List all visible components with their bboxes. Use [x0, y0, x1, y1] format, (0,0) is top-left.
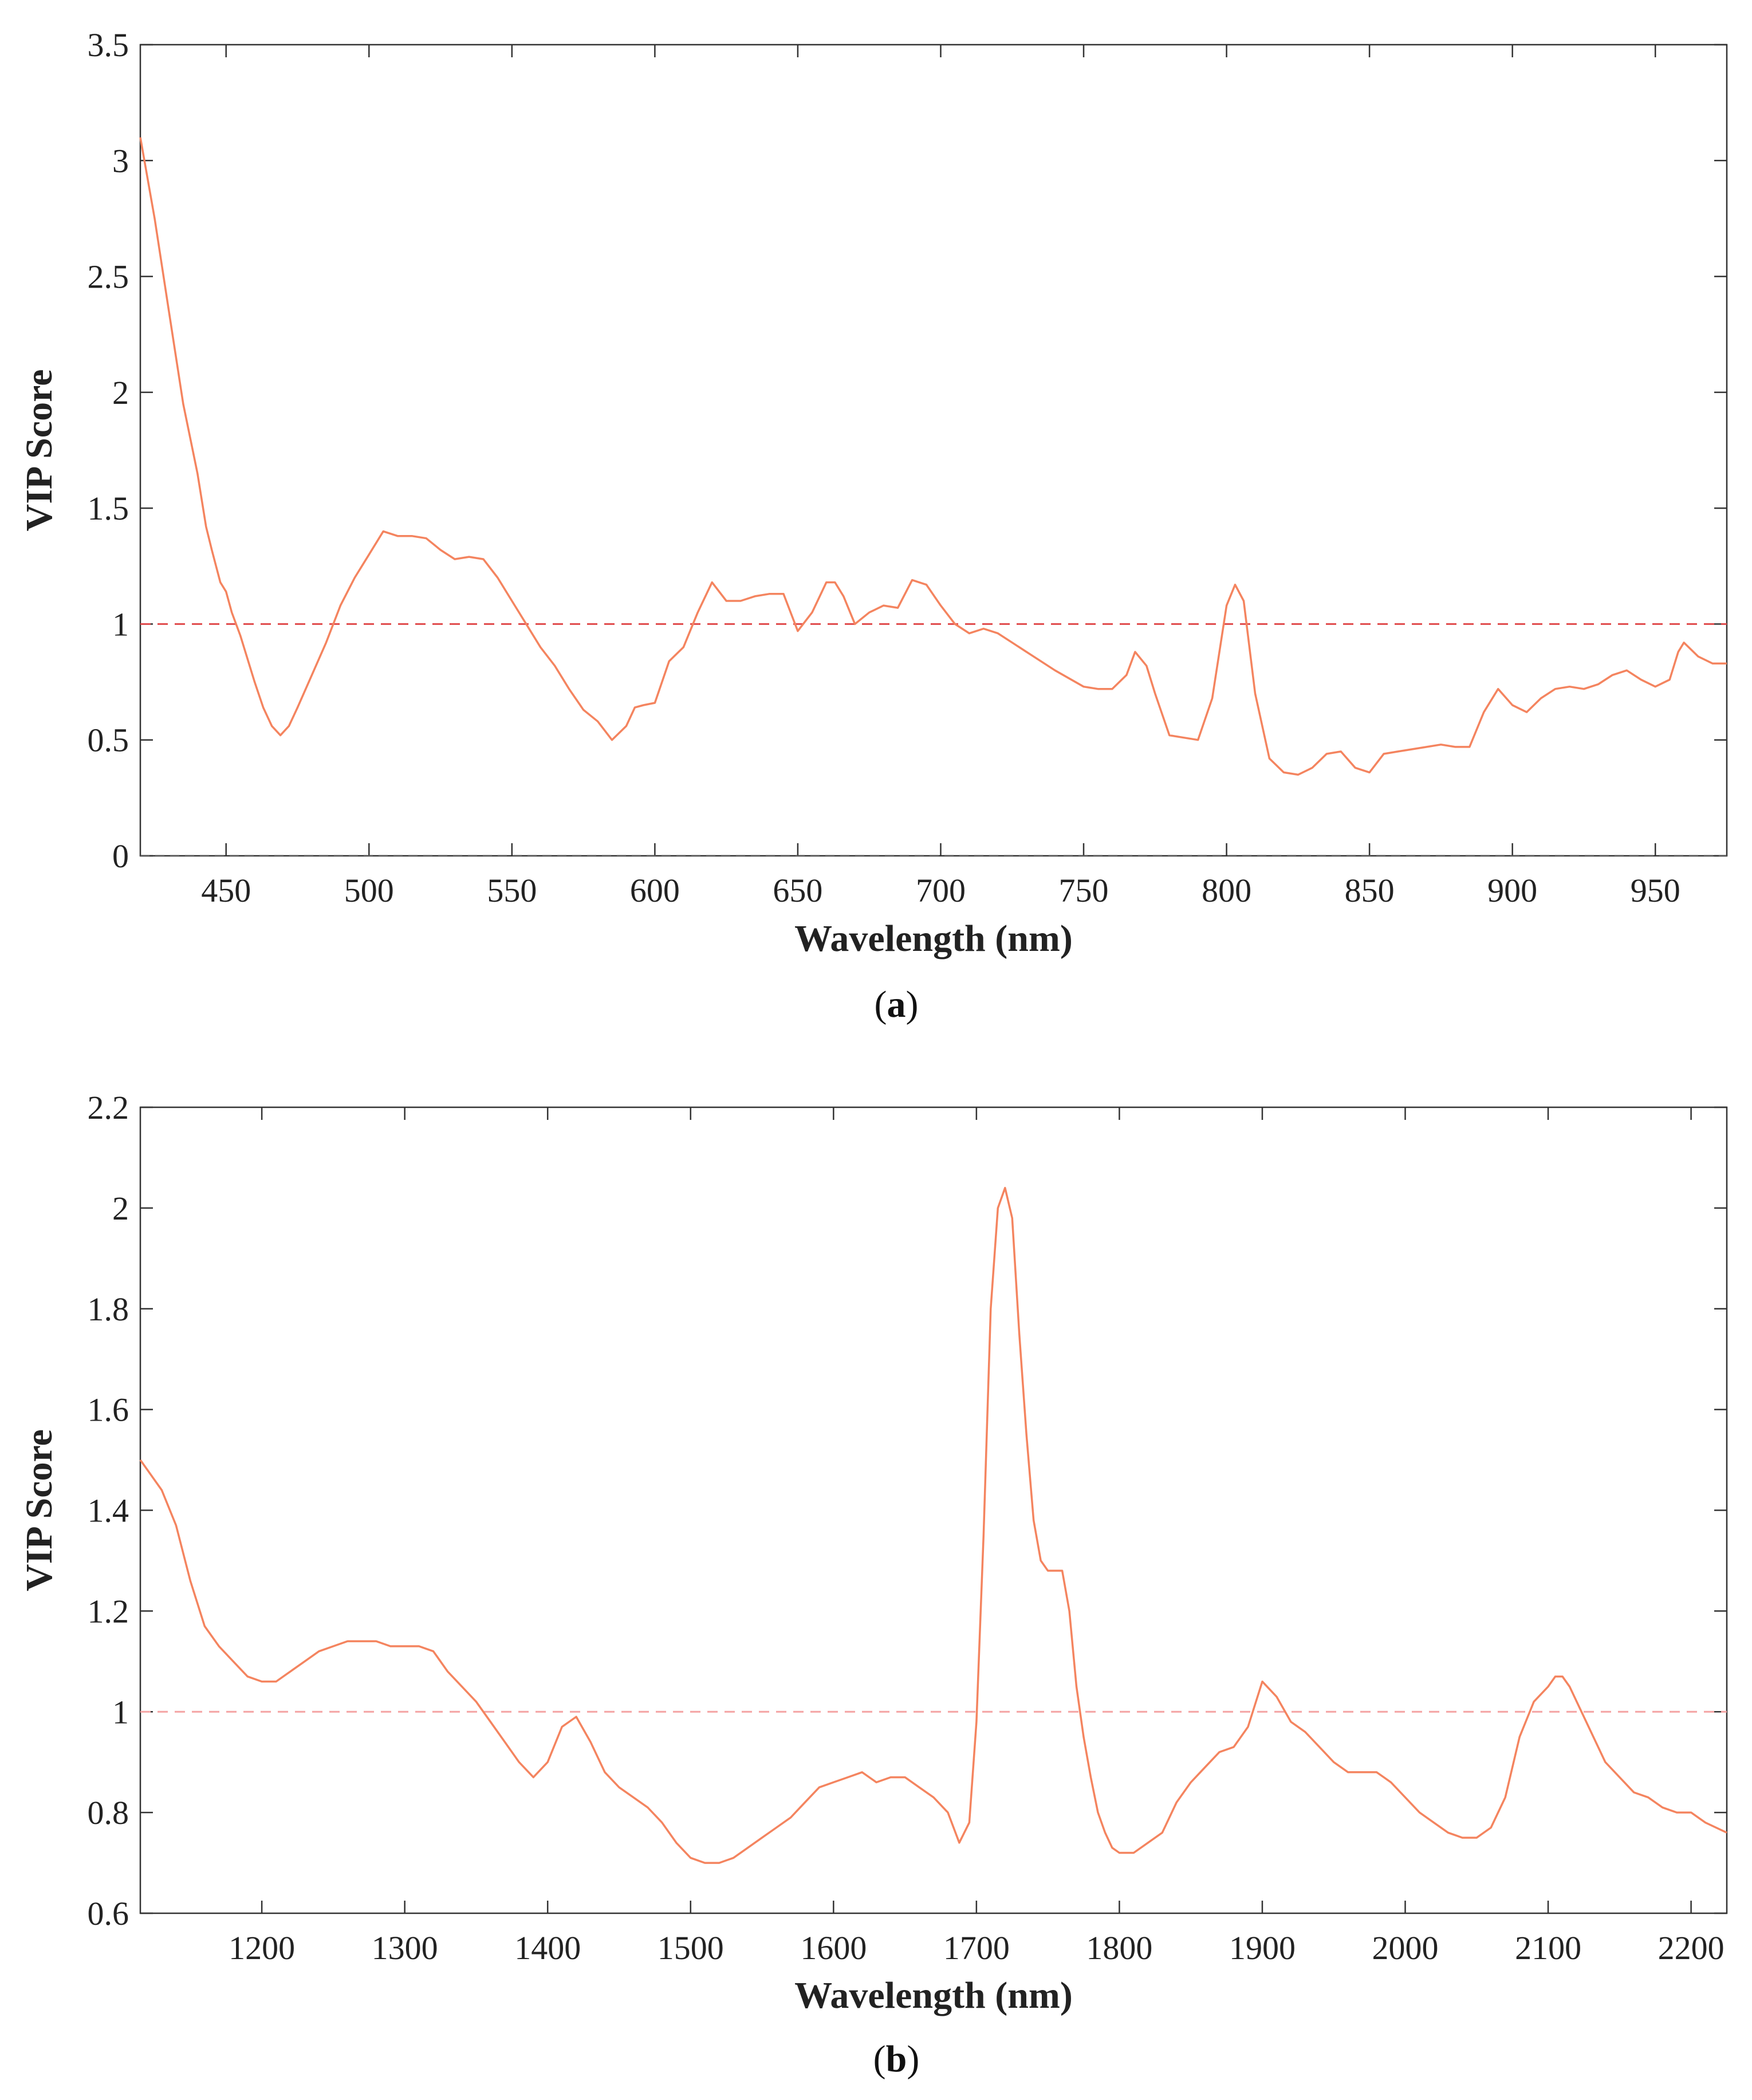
y-tick-label: 0.5 [88, 722, 129, 759]
panel-caption: (b) [873, 2038, 920, 2080]
x-tick-label: 2200 [1658, 1929, 1725, 1967]
x-tick-label: 1200 [229, 1929, 295, 1967]
y-tick-label: 0 [112, 837, 129, 875]
x-axis-title: Wavelength (nm) [794, 1975, 1073, 2016]
y-tick-label: 1 [112, 1693, 129, 1731]
x-tick-label: 500 [344, 872, 394, 909]
y-tick-label: 2.2 [88, 1089, 129, 1126]
series-line-vip [139, 1186, 1727, 1864]
x-tick-label: 700 [916, 872, 966, 909]
y-axis-title: VIP Score [18, 1429, 60, 1591]
plot-frame [139, 44, 1728, 857]
x-tick-label: 1300 [372, 1929, 438, 1967]
x-tick-label: 950 [1631, 872, 1680, 909]
x-tick-label: 2000 [1372, 1929, 1439, 1967]
y-tick-label: 2 [112, 1190, 129, 1227]
x-tick-label: 850 [1345, 872, 1395, 909]
y-tick-label: 0.8 [88, 1794, 129, 1831]
chart-a-svg: 0 0.5 1 1.5 2 2.5 3 3.5 450 500 550 600 650 700 750 800… [18, 26, 1728, 1025]
y-tick-label: 2 [112, 374, 129, 411]
chart-panel-a: 0 0.5 1 1.5 2 2.5 3 3.5 450 500 550 600 650 700 750 800… [18, 26, 1728, 1025]
series-line-vip [139, 137, 1727, 776]
y-tick-label: 0.6 [88, 1895, 129, 1932]
chart-b-svg: 0.6 0.8 1 1.2 1.4 1.6 1.8 2 2.2 1200 1300 1400 1500 1… [18, 1089, 1728, 2080]
x-tick-label: 1600 [800, 1929, 867, 1967]
x-tick-label: 2100 [1515, 1929, 1581, 1967]
x-tick-label: 600 [630, 872, 680, 909]
y-axis-title: VIP Score [18, 369, 60, 532]
x-tick-label: 1500 [658, 1929, 724, 1967]
x-tick-label: 1400 [514, 1929, 581, 1967]
x-tick-label: 900 [1487, 872, 1537, 909]
x-tick-label: 550 [487, 872, 537, 909]
plot-frame [139, 1106, 1728, 1914]
y-tick-label: 1.2 [88, 1592, 129, 1630]
y-tick-label: 1.4 [88, 1492, 129, 1529]
y-tick-label: 1.8 [88, 1291, 129, 1328]
panel-caption: (a) [875, 984, 919, 1025]
y-tick-label: 3.5 [88, 26, 129, 64]
y-tick-label: 1.6 [88, 1391, 129, 1429]
y-tick-label: 1.5 [88, 490, 129, 527]
x-tick-label: 650 [773, 872, 822, 909]
x-tick-label: 1800 [1086, 1929, 1152, 1967]
x-tick-label: 450 [201, 872, 251, 909]
x-axis-title: Wavelength (nm) [794, 918, 1073, 959]
x-tick-label: 1900 [1229, 1929, 1296, 1967]
chart-panel-b: 0.6 0.8 1 1.2 1.4 1.6 1.8 2 2.2 1200 1300 1400 1500 1… [0, 1050, 1752, 2100]
y-tick-label: 2.5 [88, 258, 129, 296]
x-tick-label: 800 [1202, 872, 1251, 909]
x-tick-label: 750 [1059, 872, 1109, 909]
y-tick-label: 3 [112, 142, 129, 179]
x-tick-label: 1700 [943, 1929, 1010, 1967]
y-tick-label: 1 [112, 605, 129, 643]
